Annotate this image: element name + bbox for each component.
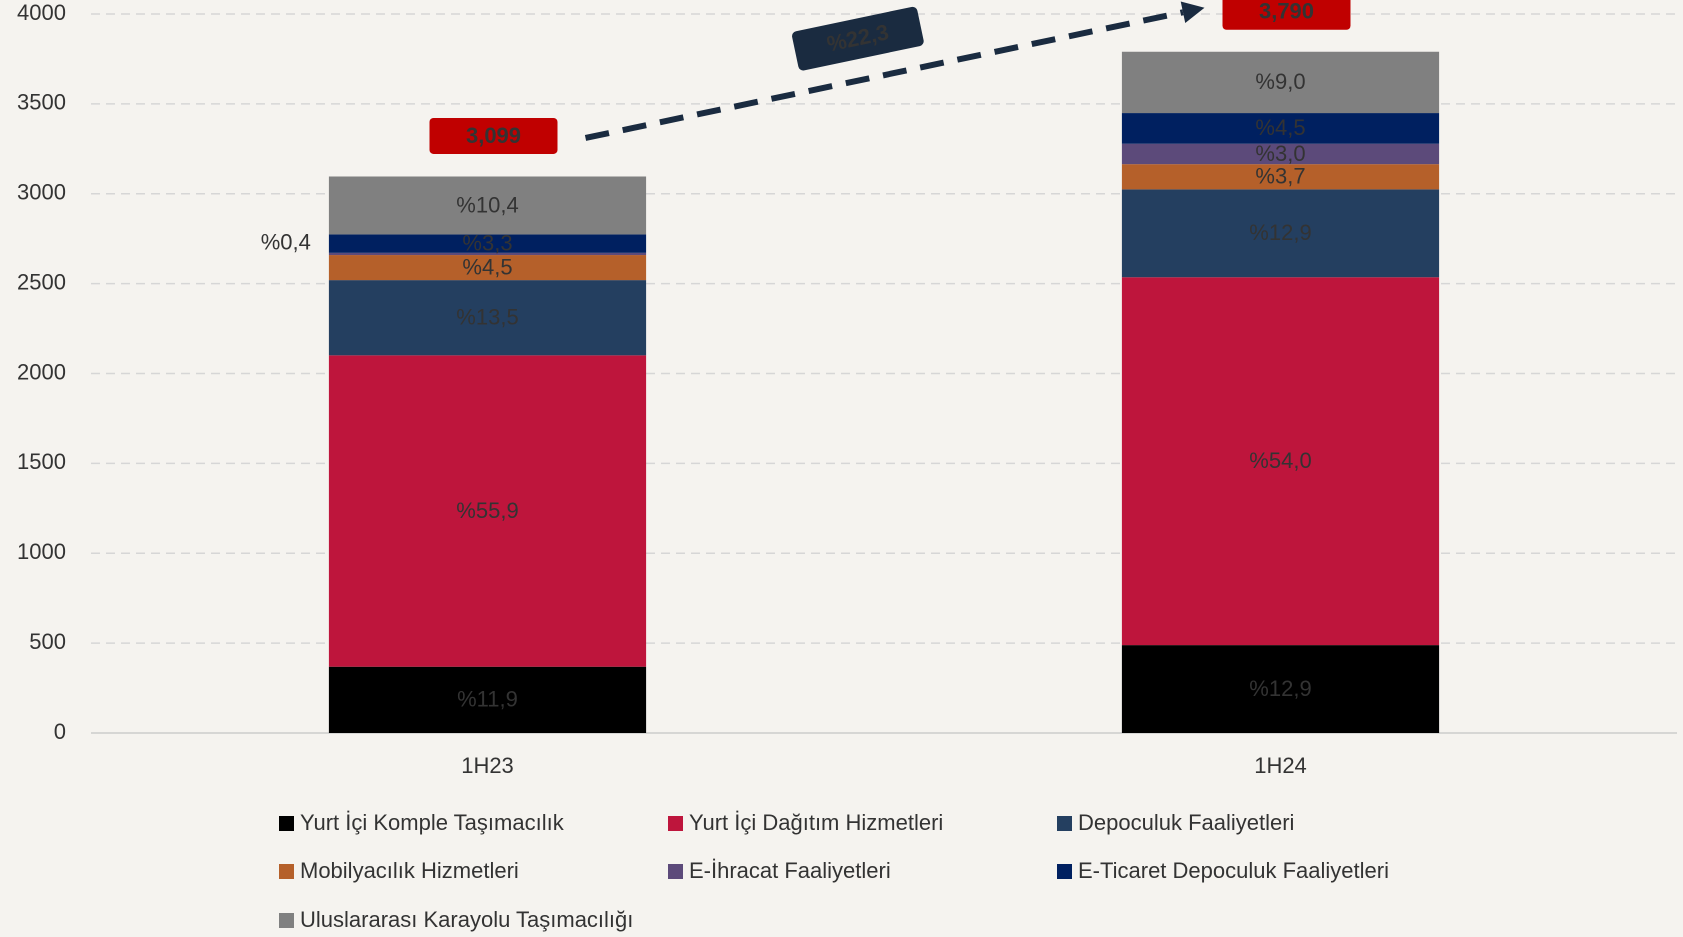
y-tick-label: 2000 [17,359,66,384]
legend-swatch [668,864,683,879]
data-label: %3,3 [462,230,512,255]
bar-segment [1121,277,1440,646]
legend-swatch [279,864,294,879]
x-tick-label: 1H24 [1254,753,1307,778]
legend-label: Mobilyacılık Hizmetleri [300,858,519,883]
bar-segment [328,280,647,356]
bar-segment [1121,113,1440,144]
data-label: %4,5 [1255,115,1305,140]
bar-segment [1121,189,1440,278]
data-label: %9,0 [1255,69,1305,94]
data-label: %4,5 [462,254,512,279]
y-tick-label: 0 [54,719,66,744]
data-label: %55,9 [456,498,518,523]
total-box [429,117,558,154]
y-tick-label: 1500 [17,449,66,474]
legend-swatch [668,816,683,831]
y-tick-label: 3000 [17,180,66,205]
bar-segment [328,666,647,733]
annotation-box [792,6,924,71]
bar-segment [1121,645,1440,733]
legend-label: Yurt İçi Komple Taşımacılık [300,810,565,835]
total-label: 3,790 [1259,0,1314,24]
legend-label: Uluslararası Karayolu Taşımacılığı [300,907,633,932]
bar-segment [328,176,647,235]
legend-swatch [279,816,294,831]
bar-segment [328,355,647,667]
legend-swatch [279,913,294,928]
legend-swatch [1057,816,1072,831]
data-label: %12,9 [1249,220,1311,245]
growth-arrow [584,9,1184,141]
data-label: %13,5 [456,305,518,330]
y-tick-label: 500 [29,629,66,654]
bar-segment [328,252,647,256]
data-label: %11,9 [457,687,518,712]
bar-segment [328,234,647,253]
bar-segment [1121,51,1440,114]
data-label: %3,0 [1255,141,1305,166]
y-tick-label: 1000 [17,539,66,564]
data-label: %54,0 [1249,448,1311,473]
legend-swatch [1057,864,1072,879]
data-label: %10,4 [456,192,518,217]
y-tick-label: 3500 [17,90,66,115]
y-tick-label: 4000 [17,0,66,25]
legend-label: Yurt İçi Dağıtım Hizmetleri [689,810,943,835]
data-label: %12,9 [1249,676,1311,701]
x-tick-label: 1H23 [461,753,514,778]
y-tick-label: 2500 [17,269,66,294]
legend-label: E-İhracat Faaliyetleri [689,858,891,883]
bar-segment [328,255,647,281]
legend-label: Depoculuk Faaliyetleri [1078,810,1294,835]
bar-segment [1121,143,1440,165]
total-box [1222,0,1351,30]
bar-segment [1121,164,1440,190]
growth-annotation: %22,3 [792,6,924,71]
total-label: 3,099 [466,123,521,148]
legend-label: E-Ticaret Depoculuk Faaliyetleri [1078,858,1389,883]
arrow-head [1180,1,1205,24]
data-label: %0,4 [261,230,311,255]
data-label: %3,7 [1255,164,1305,189]
